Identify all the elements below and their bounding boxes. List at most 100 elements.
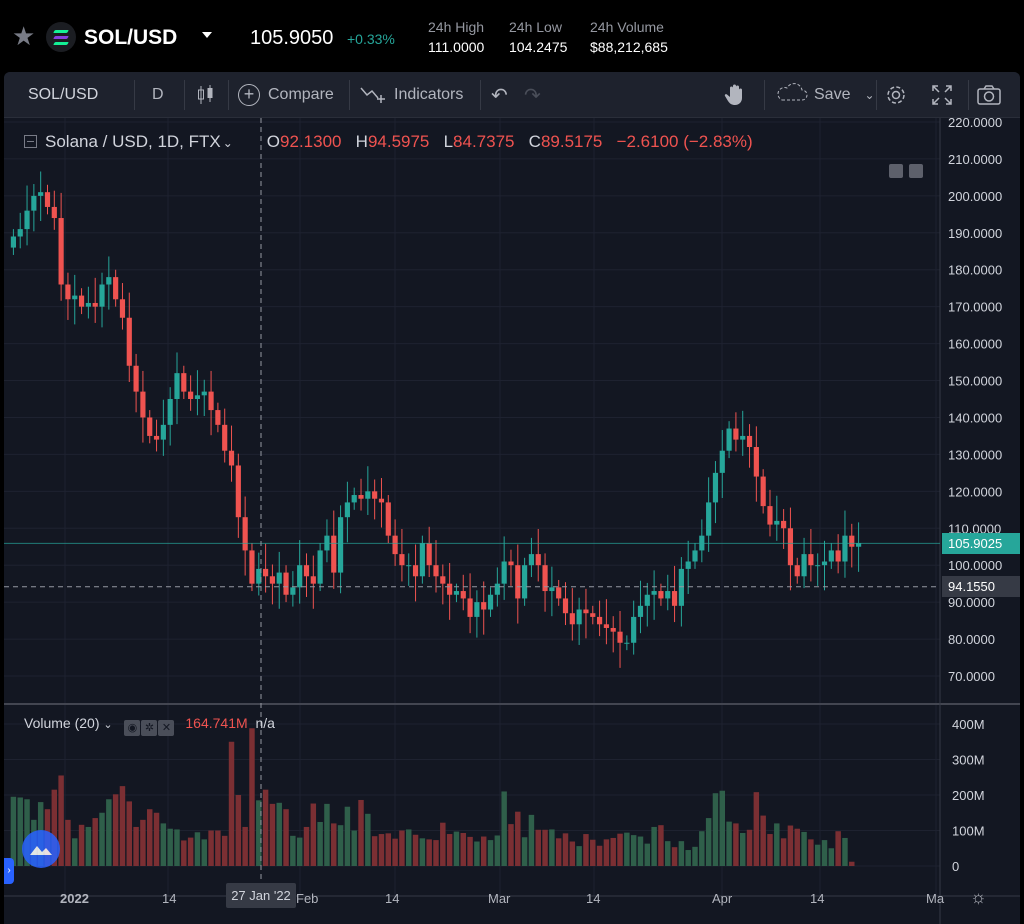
candle-body — [562, 598, 569, 614]
time-label: Apr — [712, 891, 733, 906]
indicators-icon — [360, 82, 386, 109]
stat-value: 104.2475 — [509, 39, 568, 55]
stat-24h-high: 24h High 111.0000 — [428, 19, 484, 55]
candle-body — [433, 565, 439, 577]
redo-icon[interactable]: ↷ — [524, 84, 541, 107]
indicators-button[interactable]: Indicators — [360, 72, 463, 118]
high-value: 94.5975 — [367, 132, 430, 151]
volume-bar — [296, 837, 303, 866]
candle-body — [269, 576, 276, 584]
interval-button[interactable]: D — [152, 86, 164, 103]
settings-sun-icon[interactable]: ☼ — [970, 887, 987, 907]
indicators-label: Indicators — [394, 86, 464, 103]
compare-button[interactable]: + Compare — [238, 72, 334, 118]
volume-bar — [181, 840, 187, 866]
symbol-search-button[interactable]: SOL/USD — [28, 86, 99, 103]
volume-bar — [821, 840, 828, 866]
stat-value: $88,212,685 — [590, 39, 668, 55]
volume-bar — [528, 814, 535, 866]
volume-bar — [78, 824, 85, 866]
volume-bar — [542, 829, 548, 866]
volume-bar — [194, 832, 201, 866]
volume-bar — [147, 809, 153, 866]
volume-axis-label: 400M — [952, 717, 985, 732]
candle-body — [706, 502, 712, 536]
stat-label: 24h Low — [509, 19, 562, 35]
gear-icon[interactable] — [885, 72, 907, 118]
chevron-down-icon[interactable] — [202, 32, 212, 38]
candle-body — [774, 520, 780, 525]
save-button[interactable]: Save ⌄ — [774, 72, 875, 118]
undo-icon[interactable]: ↶ — [491, 84, 508, 107]
candles-icon[interactable] — [196, 72, 216, 118]
volume-bar — [337, 825, 344, 866]
volume-bar — [140, 819, 146, 866]
symbol-title[interactable]: SOL/USD — [84, 26, 178, 49]
price-axis-label: 130.0000 — [948, 447, 1002, 462]
chevron-right-icon[interactable]: › — [4, 858, 14, 884]
candle-body — [542, 565, 548, 592]
star-icon[interactable]: ★ — [12, 21, 36, 51]
divider — [764, 80, 765, 110]
hand-icon[interactable] — [724, 72, 746, 118]
volume-bar — [167, 828, 173, 866]
candle-body — [58, 218, 64, 285]
volume-bar — [17, 797, 23, 866]
candle-body — [10, 236, 16, 248]
candle-body — [297, 565, 303, 588]
volume-bar — [433, 840, 439, 866]
volume-title[interactable]: Volume (20) — [24, 715, 100, 731]
candle-body — [153, 435, 160, 440]
volume-bar — [153, 812, 160, 866]
chart-background — [4, 118, 1020, 924]
volume-bar — [583, 834, 589, 866]
candle-body — [712, 472, 719, 503]
tradingview-logo[interactable] — [22, 830, 60, 868]
candle-body — [610, 627, 616, 632]
candle-body — [842, 535, 848, 562]
candle-body — [665, 591, 671, 599]
volume-bar — [228, 741, 235, 866]
volume-bar — [487, 840, 494, 866]
candle-body — [317, 550, 323, 584]
volume-axis-label: 300M — [952, 753, 985, 768]
chevron-down-icon[interactable]: ⌄ — [222, 136, 233, 150]
candle-body — [494, 583, 500, 595]
price-chart[interactable]: 220.0000 210.0000 200.0000 190.0000 180.0000… — [4, 118, 1020, 924]
maximize-pane-icon[interactable] — [909, 164, 923, 178]
divider — [876, 80, 877, 110]
volume-bar — [624, 832, 630, 866]
volume-bar — [828, 848, 835, 866]
eye-icon[interactable]: ◉ — [124, 720, 141, 736]
stat-label: 24h Volume — [590, 19, 664, 35]
volume-bar — [760, 815, 766, 866]
candle-body — [242, 517, 248, 551]
candle-body — [719, 450, 725, 473]
volume-bar — [365, 813, 371, 866]
volume-bar — [835, 831, 841, 866]
candle-body — [208, 391, 214, 411]
candle-body — [631, 616, 637, 643]
volume-bar — [562, 833, 569, 866]
series-title[interactable]: Solana / USD, 1D, FTX — [45, 132, 221, 151]
volume-bar — [324, 803, 330, 866]
collapse-icon[interactable] — [24, 135, 37, 148]
chevron-down-icon[interactable]: ⌄ — [103, 719, 113, 731]
plus-circle-icon: + — [238, 84, 260, 106]
close-icon[interactable]: ✕ — [158, 720, 175, 736]
volume-bar — [780, 838, 787, 866]
volume-bar — [678, 841, 685, 866]
camera-icon[interactable] — [976, 72, 1002, 118]
candle-body — [38, 192, 44, 196]
candle-body — [569, 613, 575, 625]
gear-icon[interactable]: ✲ — [141, 720, 158, 736]
candle-body — [140, 391, 146, 418]
candle-body — [637, 605, 644, 617]
collapse-pane-icon[interactable] — [889, 164, 903, 178]
candle-body — [556, 587, 562, 599]
chevron-down-icon[interactable]: ⌄ — [864, 88, 875, 102]
volume-ma-value: n/a — [255, 715, 275, 731]
divider — [184, 80, 185, 110]
fullscreen-icon[interactable] — [931, 72, 953, 118]
candle-body — [651, 591, 657, 595]
